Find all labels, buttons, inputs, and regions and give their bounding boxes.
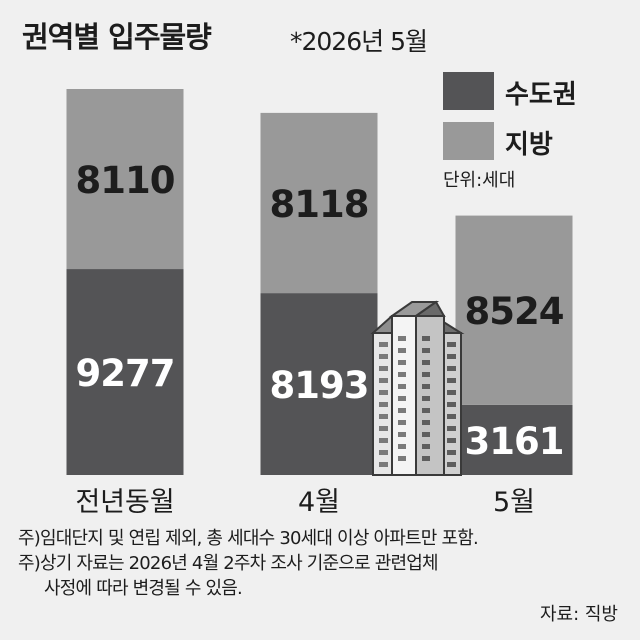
building-window [379, 438, 388, 443]
building-window [422, 372, 430, 377]
legend-swatch-capital [443, 72, 494, 110]
source-label: 자료: 직방 [539, 604, 618, 625]
building-window [422, 432, 430, 437]
footnote-3: 사정에 따라 변경될 수 있음. [44, 578, 243, 599]
legend-label-capital: 수도권 [505, 80, 577, 110]
building-window [379, 354, 388, 359]
building-part-8 [412, 300, 446, 317]
building-window [398, 456, 406, 461]
building-window [447, 450, 456, 455]
data-label-regional-3: 8524 [465, 290, 564, 333]
x-tick-label-2: 4월 [298, 487, 340, 518]
bar-regional-1 [66, 89, 184, 270]
building-window [398, 396, 406, 401]
building-window [447, 342, 456, 347]
building-window [447, 366, 456, 371]
bar-capital-2 [260, 293, 378, 475]
building-window [398, 408, 406, 413]
building-window [379, 462, 388, 467]
chart-subtitle: *2026년 5월 [290, 27, 428, 56]
building-window [447, 390, 456, 395]
legend-swatch-regional [443, 122, 494, 160]
building-window [398, 420, 406, 425]
building-window [398, 336, 406, 341]
building-window [398, 360, 406, 365]
data-label-capital-2: 8193 [270, 364, 369, 407]
x-tick-label-1: 전년동월 [75, 487, 174, 518]
building-window [379, 342, 388, 347]
building-window [379, 366, 388, 371]
footnote-1: 주)임대단지 및 연립 제외, 총 세대수 30세대 이상 아파트만 포함. [18, 528, 479, 549]
building-window [422, 444, 430, 449]
building-window [422, 348, 430, 353]
building-window [422, 420, 430, 425]
building-window [398, 432, 406, 437]
chart-title: 권역별 입주물량 [22, 20, 212, 54]
data-label-capital-3: 3161 [465, 420, 564, 463]
building-window [379, 426, 388, 431]
building-window [422, 336, 430, 341]
x-tick-label-3: 5월 [493, 487, 535, 518]
bar-capital-1 [66, 269, 184, 475]
building-window [447, 354, 456, 359]
bar-regional-3 [455, 215, 573, 405]
building-window [447, 378, 456, 383]
building-window [379, 450, 388, 455]
footnote-2: 주)상기 자료는 2026년 4월 2주차 조사 기준으로 관련업체 [18, 553, 439, 574]
data-label-capital-1: 9277 [76, 352, 175, 395]
data-label-regional-2: 8118 [270, 183, 369, 226]
building-window [398, 348, 406, 353]
building-window [447, 462, 456, 467]
footnotes: 주)임대단지 및 연립 제외, 총 세대수 30세대 이상 아파트만 포함. 주… [18, 526, 479, 601]
building-window [398, 444, 406, 449]
building-window [422, 396, 430, 401]
building-window [447, 438, 456, 443]
bar-regional-2 [260, 112, 378, 294]
building-window [447, 414, 456, 419]
building-window [422, 360, 430, 365]
building-window [422, 384, 430, 389]
building-window [379, 414, 388, 419]
apartment-illustration [370, 300, 465, 476]
bar-capital-3 [455, 404, 573, 475]
building-window [379, 402, 388, 407]
building-window [398, 372, 406, 377]
building-window [422, 408, 430, 413]
building-window [447, 402, 456, 407]
building-window [398, 384, 406, 389]
building-window [422, 456, 430, 461]
building-window [379, 378, 388, 383]
legend-label-regional: 지방 [505, 130, 553, 160]
building-window [379, 390, 388, 395]
data-label-regional-1: 8110 [76, 159, 175, 202]
unit-label: 단위:세대 [443, 170, 516, 191]
building-window [447, 426, 456, 431]
